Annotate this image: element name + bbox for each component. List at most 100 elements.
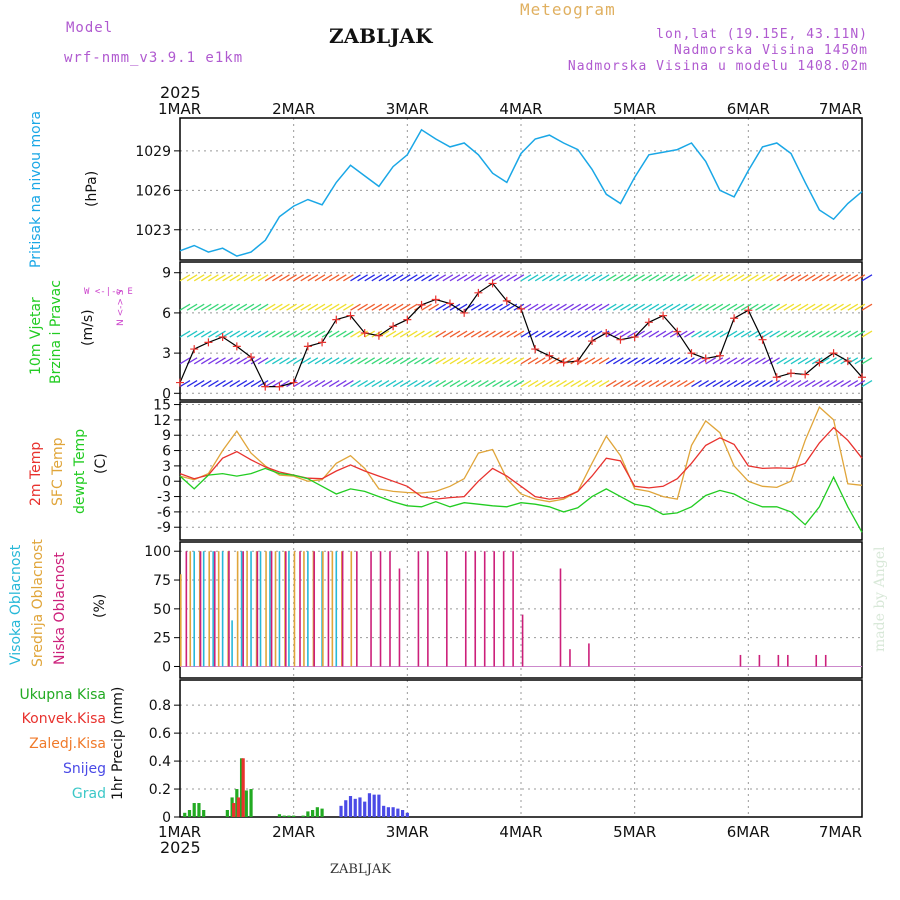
wind-barb: [733, 357, 745, 365]
wind-barb: [257, 274, 269, 282]
precip-bar: [339, 805, 343, 817]
wind-barb: [492, 357, 503, 365]
wind-barb: [776, 303, 788, 311]
wind-barb: [755, 274, 766, 282]
wind-barb: [314, 303, 326, 311]
wind-barb: [527, 274, 539, 282]
wind-speed-marker: [460, 308, 469, 317]
wind-speed-marker: [318, 338, 327, 347]
wind-barb: [236, 274, 248, 282]
wind-speed-marker: [176, 378, 184, 387]
y-tick-label: -6: [157, 505, 171, 521]
wind-barb: [733, 380, 745, 388]
wind-barb: [527, 303, 539, 311]
x-tick-label-top: 4MAR: [499, 100, 542, 118]
x-tick-label-top: 5MAR: [613, 100, 656, 118]
wind-barb: [755, 330, 766, 338]
wind-barb: [392, 303, 404, 311]
wind-speed-marker: [588, 337, 597, 346]
precip-bar: [236, 797, 241, 817]
wind-speed-marker: [488, 279, 497, 288]
wind-barb: [811, 274, 823, 282]
wind-barb: [577, 274, 589, 282]
precip-bar: [202, 810, 206, 817]
wind-barb: [229, 357, 241, 365]
wind-barb: [698, 303, 709, 311]
y-tick-label: 3: [162, 459, 171, 475]
wind-speed-marker: [374, 331, 383, 340]
precip-bar: [197, 803, 201, 817]
wind-barb: [222, 357, 233, 365]
x-tick-label-top: 3MAR: [386, 100, 429, 118]
wind-barb: [769, 330, 780, 338]
wind-barb: [719, 303, 731, 311]
precip-bar: [292, 815, 296, 817]
wind-barb: [804, 303, 816, 311]
wind-barb: [279, 303, 290, 311]
wind-barb: [300, 330, 312, 338]
wind-barb: [357, 380, 368, 388]
wind-barb: [747, 330, 759, 338]
wind-barb: [620, 357, 631, 365]
wind-barb: [684, 357, 695, 365]
precip-bar: [400, 810, 405, 817]
wind-barb: [662, 303, 674, 311]
wind-speed-marker: [389, 322, 398, 331]
wind-barb: [236, 330, 248, 338]
wind-barb: [577, 330, 589, 338]
wind-speed-marker: [218, 333, 227, 342]
wind-barb: [541, 380, 553, 388]
precip-bar: [277, 814, 282, 817]
wind-barb: [641, 330, 653, 338]
wind-barb: [371, 380, 383, 388]
wind-barb: [648, 303, 660, 311]
precip-bar: [249, 789, 253, 817]
wind-barb: [414, 274, 425, 282]
wind-speed-marker: [417, 300, 426, 309]
wind-speed-marker: [232, 342, 241, 351]
wind-barb: [676, 357, 688, 365]
wind-barb: [584, 357, 596, 365]
wind-barb: [215, 274, 226, 282]
wind-barb: [755, 380, 766, 388]
wind-barb: [399, 330, 411, 338]
wind-barb: [264, 274, 276, 282]
wind-barb: [783, 380, 795, 388]
wind-barb: [641, 303, 653, 311]
wind-barb: [634, 303, 646, 311]
wind-barb: [321, 357, 333, 365]
wind-barb: [328, 274, 340, 282]
wind-barb: [229, 303, 241, 311]
wind-barb: [684, 380, 695, 388]
wind-barb: [762, 357, 773, 365]
wind-barb: [193, 380, 205, 388]
wind-barb: [605, 274, 617, 282]
wind-barb: [861, 380, 873, 388]
wind-barb: [747, 303, 759, 311]
wind-barb: [463, 380, 475, 388]
wind-barb: [435, 330, 447, 338]
wind-speed-marker: [659, 311, 668, 320]
wind-barb: [541, 303, 553, 311]
compass-we: W <-|-> E: [84, 287, 133, 297]
wind-barb: [591, 303, 603, 311]
wind-barb: [442, 330, 454, 338]
wind-barb: [314, 380, 326, 388]
wind-barb: [186, 303, 198, 311]
wind-barb: [485, 380, 496, 388]
wind-barb: [726, 303, 738, 311]
wind-speed-marker: [801, 370, 810, 379]
wind-barb: [577, 380, 589, 388]
wind-barb: [357, 330, 368, 338]
wind-barb: [279, 357, 290, 365]
y-tick-label: 75: [153, 573, 171, 589]
wind-barb: [421, 380, 432, 388]
wind-barb: [613, 330, 624, 338]
wind-barb: [186, 274, 198, 282]
wind-barb: [485, 357, 496, 365]
wind-barb: [264, 330, 276, 338]
wind-speed-marker: [843, 357, 852, 366]
wind-barb: [250, 303, 262, 311]
wind-barb: [179, 380, 191, 388]
wind-barb: [179, 303, 191, 311]
